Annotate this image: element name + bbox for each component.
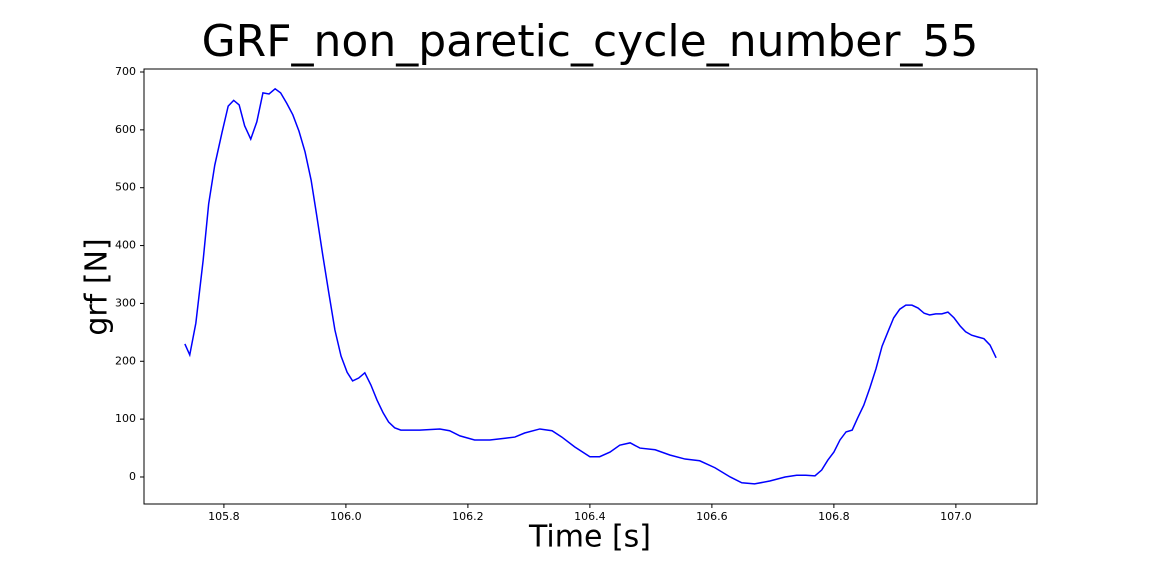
x-axis-label: Time [s]	[528, 520, 651, 555]
y-tick-label: 600	[115, 123, 136, 136]
y-tick-label: 100	[115, 412, 136, 425]
x-tick-label: 106.2	[452, 510, 484, 523]
plot-frame	[143, 68, 1038, 505]
x-tick-label: 105.8	[208, 510, 240, 523]
x-tick-label: 106.6	[696, 510, 728, 523]
chart-title: GRF_non_paretic_cycle_number_55	[202, 16, 979, 67]
x-tick-label: 106.8	[818, 510, 850, 523]
y-tick-label: 0	[129, 470, 136, 483]
y-axis-label: grf [N]	[80, 238, 115, 335]
data-line	[184, 87, 997, 485]
y-tick-label: 500	[115, 181, 136, 194]
x-tick-label: 107.0	[940, 510, 972, 523]
x-tick-label: 106.4	[574, 510, 606, 523]
y-tick-label: 700	[115, 65, 136, 78]
x-tick-label: 106.0	[330, 510, 362, 523]
y-tick-label: 200	[115, 354, 136, 367]
y-tick-label: 300	[115, 296, 136, 309]
y-tick-label: 400	[115, 239, 136, 252]
